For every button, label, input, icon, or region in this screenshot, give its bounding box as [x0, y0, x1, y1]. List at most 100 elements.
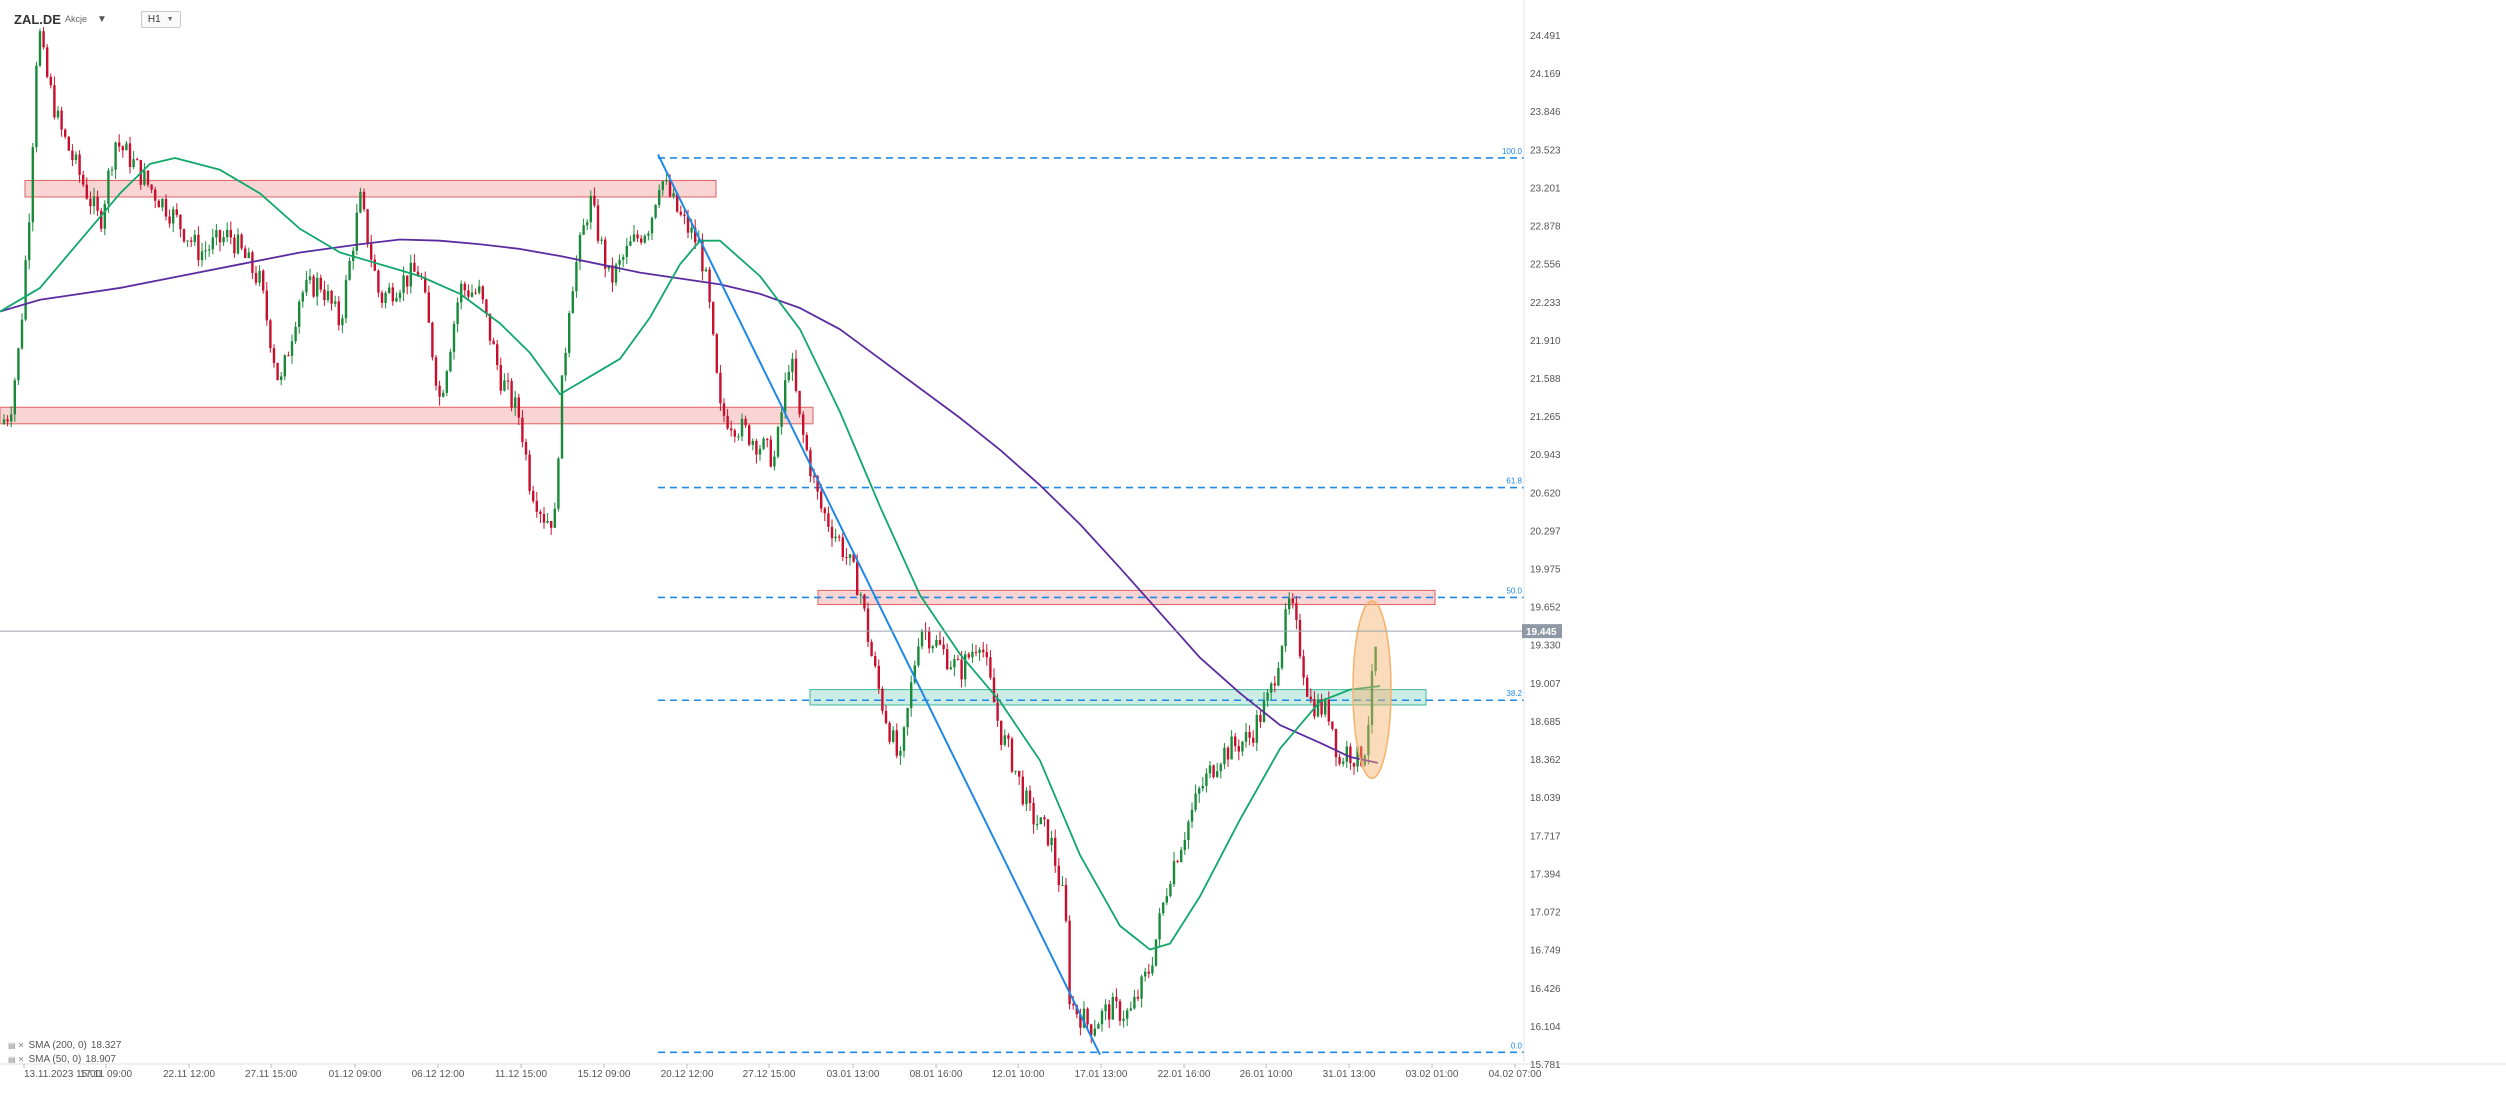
bull-candle	[1280, 646, 1284, 668]
bull-candle	[1097, 1024, 1100, 1029]
bull-candle	[226, 229, 229, 238]
bear-candle	[805, 434, 808, 451]
bull-candle	[1190, 809, 1194, 822]
bull-candle	[1180, 849, 1183, 862]
bull-candle	[632, 234, 636, 242]
bear-candle	[1118, 1001, 1122, 1021]
bull-candle	[1144, 971, 1147, 977]
bull-candle	[1208, 765, 1212, 774]
bear-candle	[1018, 770, 1021, 777]
y-tick-label: 18.039	[1530, 793, 1561, 804]
bear-candle	[812, 476, 816, 478]
bear-candle	[938, 639, 942, 645]
bull-candle	[92, 196, 96, 207]
bull-candle	[348, 260, 351, 280]
bull-candle	[247, 252, 250, 258]
bear-candle	[722, 403, 726, 416]
y-tick-label: 21.910	[1530, 336, 1561, 347]
bull-candle	[280, 376, 283, 381]
bull-candle	[1165, 896, 1168, 903]
bull-candle	[17, 348, 20, 381]
bear-candle	[1115, 996, 1118, 1002]
bear-candle	[928, 630, 931, 649]
bull-candle	[629, 241, 632, 246]
bull-candle	[953, 659, 956, 668]
bull-candle	[308, 276, 312, 281]
bull-candle	[589, 195, 592, 223]
moving-averages-layer	[0, 157, 1381, 951]
bear-candle	[492, 340, 495, 345]
bear-candle	[438, 385, 441, 397]
bear-candle	[550, 521, 553, 528]
bear-candle	[1331, 721, 1334, 729]
bull-candle	[514, 397, 517, 408]
bear-candle	[1136, 996, 1140, 999]
bull-candle	[1183, 840, 1186, 850]
bull-candle	[859, 594, 862, 596]
bear-candle	[1252, 737, 1255, 743]
bear-candle	[712, 302, 715, 335]
bull-candle	[1039, 817, 1042, 825]
bull-candle	[964, 654, 967, 680]
y-tick-label: 17.394	[1530, 869, 1561, 880]
fibonacci-layer: 100.0 61.8 50.0 38.2 0.0	[658, 147, 1524, 1054]
bear-candle	[985, 652, 988, 658]
bear-candle	[956, 659, 960, 661]
y-tick-label: 22.233	[1530, 298, 1561, 309]
bear-candle	[841, 537, 844, 558]
bull-candle	[294, 326, 297, 342]
bull-candle	[586, 222, 589, 226]
bull-candle	[1187, 821, 1190, 841]
fib-level-label: 0.0	[1511, 1041, 1523, 1050]
bull-candle	[546, 521, 549, 523]
bull-candle	[211, 237, 214, 250]
trendline-layer	[657, 153, 1392, 1056]
chevron-down-icon[interactable]: ▼	[96, 13, 107, 25]
timeframe-select[interactable]: H1 ▼	[140, 10, 181, 28]
bear-candle	[190, 240, 193, 242]
legend-sma50-label: SMA (50, 0)	[28, 1054, 82, 1065]
bull-candle	[971, 651, 974, 658]
legend-sma200-value: 18.327	[90, 1040, 122, 1051]
x-tick-label: 08.01 16:00	[910, 1069, 963, 1080]
bull-candle	[384, 292, 387, 303]
legend-sma50[interactable]: ▤ ✕ SMA (50, 0) 18.907	[8, 1054, 116, 1065]
bull-candle	[103, 203, 106, 229]
bull-candle	[132, 159, 135, 167]
bear-candle	[863, 594, 866, 609]
bull-candle	[74, 154, 78, 161]
zones-layer	[0, 179, 1436, 706]
bear-candle	[1334, 728, 1338, 758]
bull-candle	[1014, 770, 1017, 772]
bear-candle	[488, 313, 492, 341]
bear-candle	[100, 210, 103, 229]
legend-sma200[interactable]: ▤ ✕ SMA (200, 0) 18.327	[8, 1040, 121, 1051]
bear-candle	[888, 723, 891, 742]
x-tick-label: 06.12 12:00	[412, 1069, 465, 1080]
bull-candle	[1050, 837, 1053, 846]
current-price-label: 19.445	[1526, 627, 1557, 638]
bear-candle	[168, 216, 171, 224]
bear-candle	[636, 234, 639, 239]
bear-candle	[542, 513, 546, 523]
bull-candle	[193, 234, 196, 242]
symbol-label[interactable]: ZAL.DE	[14, 11, 61, 27]
bull-candle	[20, 319, 24, 349]
bull-candle	[200, 251, 204, 261]
y-tick-label: 22.556	[1530, 260, 1561, 271]
bear-candle	[1000, 720, 1003, 745]
bear-candle	[611, 265, 614, 283]
bull-candle	[737, 436, 740, 438]
downtrend-line	[657, 153, 1101, 1056]
bull-candle	[622, 257, 625, 260]
bear-candle	[157, 200, 160, 208]
bull-candle	[442, 392, 445, 397]
x-tick-label: 15.12 09:00	[578, 1069, 631, 1080]
bear-candle	[391, 287, 394, 302]
bear-candle	[744, 418, 747, 426]
bull-candle	[1061, 884, 1064, 886]
bear-candle	[769, 439, 772, 467]
bull-candle	[978, 649, 981, 653]
